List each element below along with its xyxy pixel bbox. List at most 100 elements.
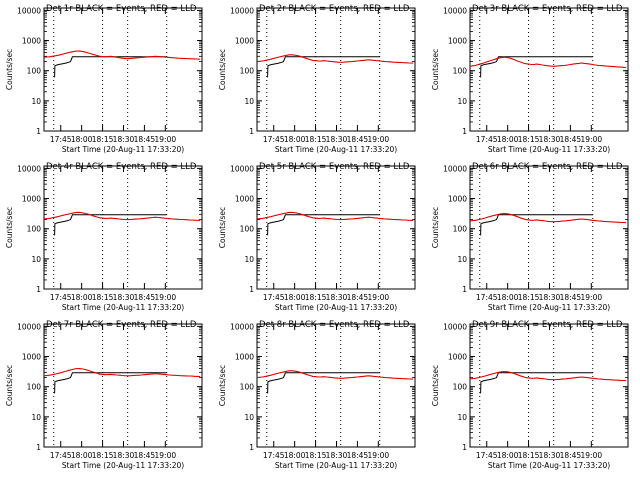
x-tick-label: 18:00 [284,293,306,302]
chart-panel: Det 8r BLACK = Events, RED = LLD 1 10 100 10… [218,320,416,470]
y-tick-label: 10000 [230,6,254,15]
y-tick-label: 1000 [448,195,467,204]
x-tick-label: 17:45 [50,293,72,302]
y-tick-label: 100 [453,225,468,234]
y-tick-label: 10000 [17,322,41,331]
x-axis-title: Start Time (20-Aug-11 17:33:20) [488,145,610,154]
x-tick-label: 18:30 [326,451,348,460]
y-tick-label: 10 [244,97,254,106]
y-tick-label: 10 [457,413,467,422]
x-tick-label: 18:30 [326,135,348,144]
y-tick-label: 100 [240,225,255,234]
x-tick-label: 18:45 [560,135,582,144]
y-axis-title: Counts/sec [218,207,227,248]
x-axis-title: Start Time (20-Aug-11 17:33:20) [62,145,184,154]
x-tick-label: 18:15 [305,293,327,302]
y-tick-label: 1 [462,443,467,452]
x-tick-label: 18:00 [284,135,306,144]
y-tick-label: 100 [27,67,42,76]
y-tick-label: 1000 [235,195,254,204]
y-tick-label: 10 [244,255,254,264]
panel-title: Det 3r BLACK = Events, RED = LLD [472,4,623,14]
x-tick-label: 18:15 [92,135,114,144]
y-tick-label: 10000 [17,164,41,173]
y-tick-label: 100 [27,225,42,234]
y-axis-title: Counts/sec [5,207,14,248]
x-tick-label: 19:00 [581,135,603,144]
y-tick-label: 10000 [443,322,467,331]
y-tick-label: 1000 [22,37,41,46]
x-tick-label: 18:45 [347,451,369,460]
panel-title: Det 1r BLACK = Events, RED = LLD [46,4,197,14]
y-tick-label: 10 [31,97,41,106]
y-tick-label: 1000 [448,353,467,362]
y-axis-title: Counts/sec [5,365,14,406]
y-tick-label: 10 [31,413,41,422]
y-axis-title: Counts/sec [218,49,227,90]
chart-panel: Det 1r BLACK = Events, RED = LLD 1 10 100 10… [5,4,203,154]
x-tick-label: 19:00 [368,135,390,144]
x-tick-label: 18:45 [134,135,156,144]
lld-series-line [43,50,201,60]
y-tick-label: 1000 [22,195,41,204]
panel-title: Det 7r BLACK = Events, RED = LLD [46,320,197,330]
panel-title: Det 6r BLACK = Events, RED = LLD [472,162,623,172]
events-series-line [480,214,593,236]
y-tick-label: 100 [240,383,255,392]
y-tick-label: 1 [36,127,41,136]
x-tick-label: 18:00 [71,135,93,144]
events-series-line [480,372,593,394]
chart-panel: Det 7r BLACK = Events, RED = LLD 1 10 100 10… [5,320,203,470]
panel-title: Det 4r BLACK = Events, RED = LLD [46,162,197,172]
y-tick-label: 1000 [448,37,467,46]
x-tick-label: 17:45 [476,451,498,460]
lld-series-line [256,211,414,221]
chart-panel: Det 4r BLACK = Events, RED = LLD 1 10 100 10… [5,162,203,312]
events-series-line [267,214,380,236]
y-tick-label: 1 [249,127,254,136]
lld-series-line [256,370,414,380]
y-tick-label: 10000 [230,322,254,331]
x-tick-label: 18:30 [539,135,561,144]
y-tick-label: 1000 [22,353,41,362]
x-tick-label: 18:00 [497,135,519,144]
x-tick-label: 17:45 [476,293,498,302]
y-axis-title: Counts/sec [218,365,227,406]
panel-title: Det 2r BLACK = Events, RED = LLD [259,4,410,14]
x-tick-label: 19:00 [155,293,177,302]
y-tick-label: 100 [453,67,468,76]
lld-series-line [43,211,201,221]
x-tick-label: 19:00 [368,293,390,302]
chart-panel: Det 5r BLACK = Events, RED = LLD 1 10 100 10… [218,162,416,312]
panel-title: Det 8r BLACK = Events, RED = LLD [259,320,410,330]
y-tick-label: 1 [249,285,254,294]
x-tick-label: 19:00 [581,293,603,302]
x-tick-label: 18:30 [113,451,135,460]
x-tick-label: 18:45 [560,293,582,302]
x-axis-title: Start Time (20-Aug-11 17:33:20) [62,303,184,312]
x-axis-title: Start Time (20-Aug-11 17:33:20) [275,461,397,470]
y-tick-label: 10000 [443,6,467,15]
x-tick-label: 17:45 [476,135,498,144]
y-axis-title: Counts/sec [431,49,440,90]
y-axis-title: Counts/sec [5,49,14,90]
events-series-line [54,214,167,236]
x-tick-label: 18:00 [284,451,306,460]
y-tick-label: 10000 [230,164,254,173]
x-tick-label: 18:00 [71,293,93,302]
x-tick-label: 19:00 [368,451,390,460]
x-tick-label: 17:45 [50,135,72,144]
x-tick-label: 17:45 [263,451,285,460]
x-axis-title: Start Time (20-Aug-11 17:33:20) [488,461,610,470]
y-tick-label: 10000 [17,6,41,15]
y-tick-label: 1 [462,285,467,294]
x-tick-label: 18:30 [539,293,561,302]
events-series-line [267,56,380,78]
x-tick-label: 18:45 [134,293,156,302]
x-axis-title: Start Time (20-Aug-11 17:33:20) [275,145,397,154]
x-axis-title: Start Time (20-Aug-11 17:33:20) [488,303,610,312]
y-tick-label: 1000 [235,37,254,46]
y-tick-label: 1000 [235,353,254,362]
